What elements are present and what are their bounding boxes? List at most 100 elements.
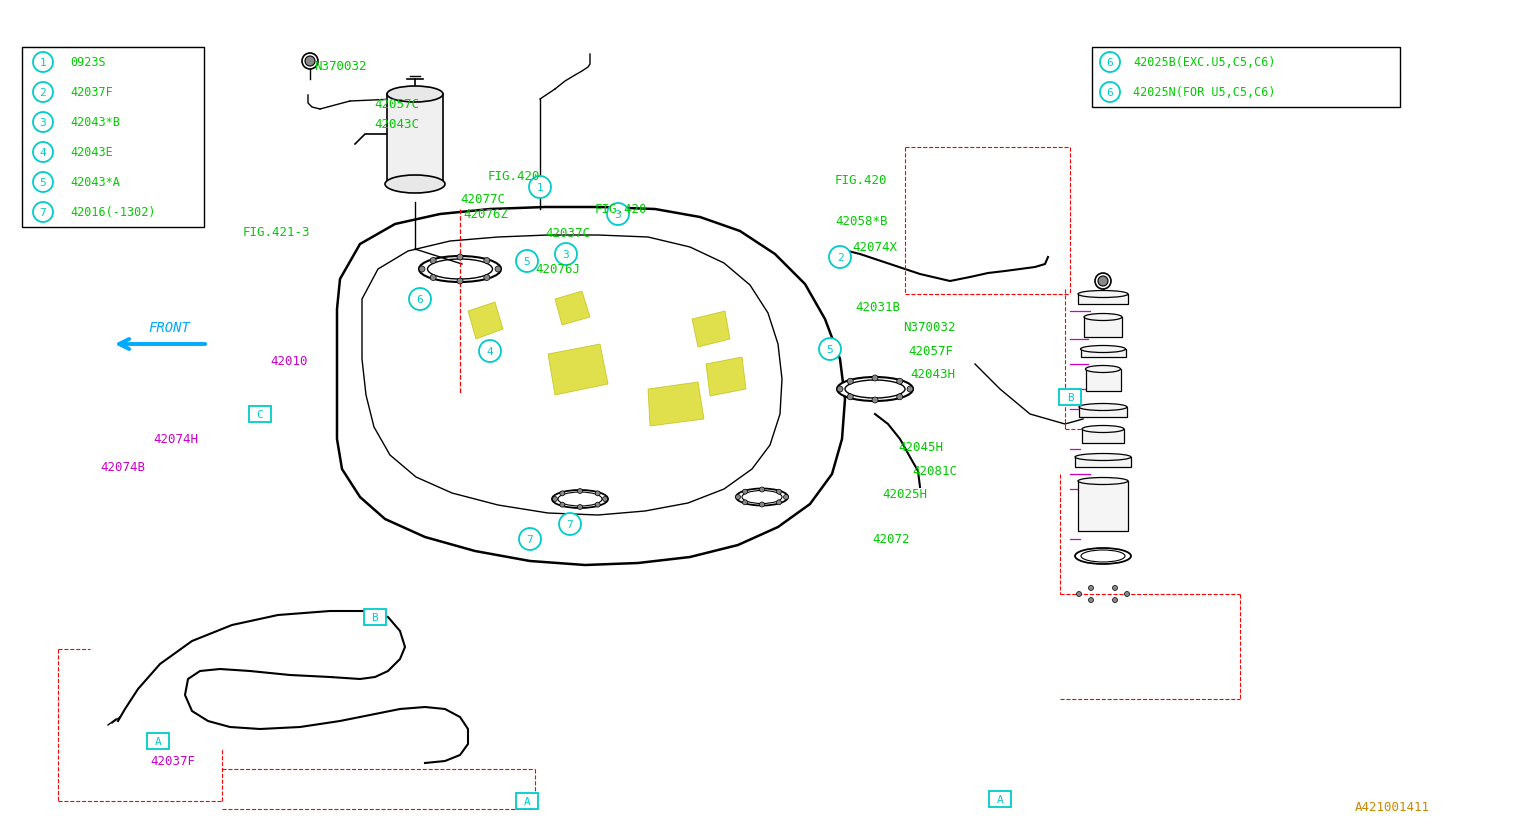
Ellipse shape bbox=[1080, 404, 1127, 411]
Text: B: B bbox=[372, 612, 378, 622]
Circle shape bbox=[1100, 53, 1120, 73]
Circle shape bbox=[478, 341, 501, 362]
Polygon shape bbox=[647, 383, 704, 427]
Ellipse shape bbox=[837, 378, 914, 402]
Circle shape bbox=[32, 173, 52, 193]
Circle shape bbox=[743, 500, 747, 505]
Text: 4: 4 bbox=[40, 148, 46, 158]
Text: 42076Z: 42076Z bbox=[463, 208, 508, 222]
Ellipse shape bbox=[1078, 478, 1127, 485]
Text: 3: 3 bbox=[563, 250, 569, 260]
Bar bbox=[1092, 48, 1400, 108]
Text: 42037F: 42037F bbox=[71, 86, 112, 99]
Text: 42057C: 42057C bbox=[374, 98, 418, 112]
Text: B: B bbox=[1067, 393, 1074, 403]
Circle shape bbox=[560, 503, 564, 508]
Circle shape bbox=[603, 497, 608, 502]
Ellipse shape bbox=[428, 260, 492, 280]
Circle shape bbox=[829, 246, 851, 269]
Text: 42076J: 42076J bbox=[535, 263, 580, 276]
FancyBboxPatch shape bbox=[989, 791, 1010, 807]
Circle shape bbox=[32, 112, 52, 133]
Text: FIG.421-3: FIG.421-3 bbox=[243, 227, 311, 239]
Ellipse shape bbox=[737, 489, 787, 506]
Bar bbox=[1078, 481, 1127, 532]
Text: 42037F: 42037F bbox=[151, 754, 195, 767]
Text: 42077C: 42077C bbox=[460, 194, 504, 206]
Text: 42016(-1302): 42016(-1302) bbox=[71, 206, 155, 219]
Circle shape bbox=[595, 491, 600, 496]
Text: FIG.420: FIG.420 bbox=[595, 203, 647, 216]
Bar bbox=[1083, 429, 1124, 443]
Bar bbox=[22, 48, 205, 227]
Circle shape bbox=[32, 143, 52, 163]
Text: A: A bbox=[997, 794, 1003, 804]
Circle shape bbox=[872, 375, 878, 381]
Text: 42025N(FOR U5,C5,C6): 42025N(FOR U5,C5,C6) bbox=[1134, 86, 1275, 99]
Ellipse shape bbox=[1081, 346, 1126, 353]
Bar bbox=[1086, 370, 1121, 391]
Text: 42025H: 42025H bbox=[881, 488, 927, 501]
Circle shape bbox=[495, 266, 501, 273]
Text: C: C bbox=[257, 409, 263, 419]
Text: A: A bbox=[155, 736, 161, 746]
FancyBboxPatch shape bbox=[517, 793, 538, 809]
Text: 1: 1 bbox=[40, 58, 46, 68]
Circle shape bbox=[872, 398, 878, 404]
Circle shape bbox=[305, 57, 315, 67]
Text: A421001411: A421001411 bbox=[1355, 801, 1430, 814]
Text: 42043E: 42043E bbox=[71, 146, 112, 160]
Text: 7: 7 bbox=[40, 208, 46, 218]
Polygon shape bbox=[548, 345, 608, 395]
Circle shape bbox=[595, 503, 600, 508]
Text: 6: 6 bbox=[417, 294, 423, 304]
FancyBboxPatch shape bbox=[365, 609, 386, 625]
Ellipse shape bbox=[1075, 454, 1130, 461]
Text: 42043H: 42043H bbox=[910, 368, 955, 381]
Ellipse shape bbox=[1081, 550, 1124, 562]
Circle shape bbox=[760, 502, 764, 508]
Text: 6: 6 bbox=[1107, 88, 1114, 98]
Circle shape bbox=[457, 255, 463, 261]
Text: 7: 7 bbox=[526, 534, 534, 544]
Circle shape bbox=[735, 495, 740, 500]
Text: 5: 5 bbox=[826, 345, 834, 355]
Bar bbox=[1078, 294, 1127, 304]
Ellipse shape bbox=[388, 87, 443, 103]
Circle shape bbox=[552, 497, 557, 502]
FancyBboxPatch shape bbox=[249, 407, 271, 423]
Circle shape bbox=[558, 514, 581, 535]
Circle shape bbox=[743, 490, 747, 495]
FancyBboxPatch shape bbox=[1060, 390, 1081, 405]
Text: 42057F: 42057F bbox=[907, 345, 954, 358]
Ellipse shape bbox=[1075, 548, 1130, 564]
Text: 42043C: 42043C bbox=[374, 118, 418, 131]
Ellipse shape bbox=[552, 490, 608, 509]
FancyBboxPatch shape bbox=[148, 733, 169, 749]
Text: A: A bbox=[523, 796, 531, 806]
Text: 3: 3 bbox=[615, 210, 621, 220]
Circle shape bbox=[907, 386, 914, 393]
Text: 5: 5 bbox=[523, 256, 531, 266]
Bar bbox=[1080, 408, 1127, 418]
Circle shape bbox=[1089, 586, 1094, 590]
Text: 42074H: 42074H bbox=[152, 433, 198, 446]
Text: 42043*A: 42043*A bbox=[71, 176, 120, 189]
Ellipse shape bbox=[1083, 426, 1124, 433]
Text: FIG.420: FIG.420 bbox=[835, 174, 887, 186]
Circle shape bbox=[431, 258, 437, 264]
Circle shape bbox=[897, 394, 903, 400]
Ellipse shape bbox=[1086, 366, 1121, 373]
Circle shape bbox=[837, 386, 843, 393]
Ellipse shape bbox=[558, 492, 601, 506]
Text: 1: 1 bbox=[537, 183, 543, 193]
Circle shape bbox=[409, 289, 431, 311]
Text: 42058*B: 42058*B bbox=[835, 215, 887, 228]
Ellipse shape bbox=[1078, 291, 1127, 299]
Circle shape bbox=[32, 203, 52, 222]
Text: 2: 2 bbox=[837, 253, 843, 263]
Text: N370032: N370032 bbox=[903, 321, 955, 334]
Circle shape bbox=[518, 528, 541, 550]
Ellipse shape bbox=[741, 491, 781, 504]
Text: 42037C: 42037C bbox=[544, 227, 591, 240]
